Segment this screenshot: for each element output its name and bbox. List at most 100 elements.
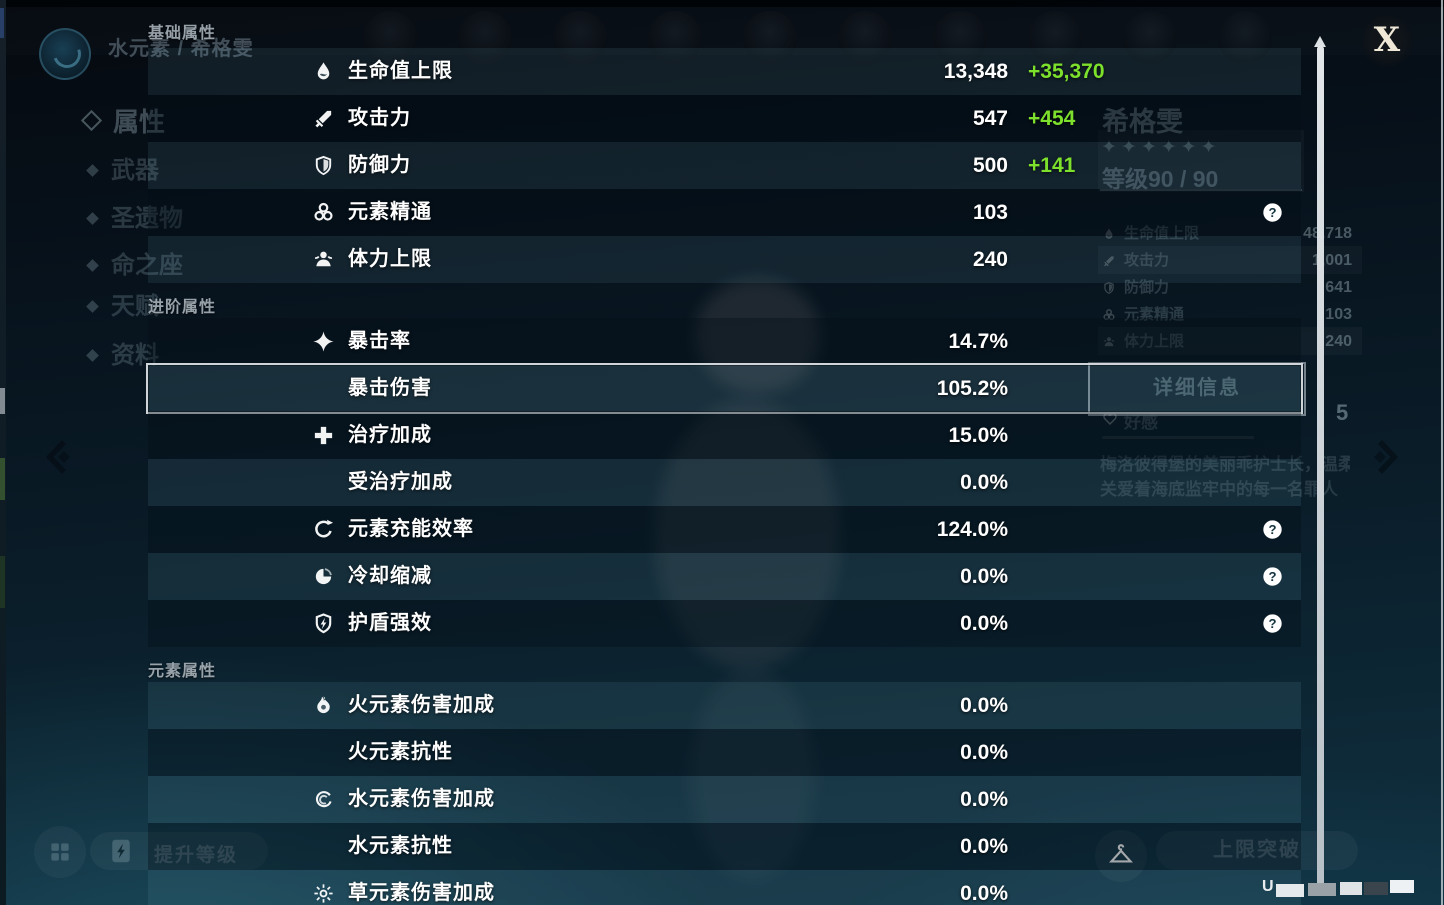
stat-row-max-hp[interactable]: 生命值上限 13,348 +35,370 <box>148 48 1301 95</box>
character-name: 希格雯 <box>1102 107 1183 137</box>
avatar <box>458 11 512 65</box>
def-icon <box>1102 281 1116 295</box>
previous-character-arrow[interactable] <box>42 436 74 478</box>
hp-icon <box>312 60 335 83</box>
scrollbar[interactable] <box>1317 46 1324 893</box>
help-icon[interactable] <box>1262 613 1283 634</box>
diamond-bullet-icon <box>86 164 99 177</box>
section-title-base-attributes: 基础属性 <box>148 25 217 42</box>
stat-row-crit-dmg[interactable]: 暴击伤害 105.2% <box>148 365 1301 412</box>
cd-reduction-icon <box>312 565 335 588</box>
sidebar-item-profile: 资料 <box>86 335 159 370</box>
world-edge-sliver <box>0 0 6 905</box>
chevron-right-icon <box>1370 436 1402 478</box>
avatar <box>933 11 987 65</box>
help-icon[interactable] <box>1262 202 1283 223</box>
character-art <box>695 278 820 393</box>
element-breadcrumb: 水元素 / 希格雯 <box>108 38 254 60</box>
bonus-value: +35,370 <box>1028 60 1105 83</box>
stat-row-max-stamina[interactable]: 体力上限 240 <box>148 236 1301 283</box>
bonus-value: +454 <box>1028 107 1076 130</box>
healing-bonus-icon <box>312 424 335 447</box>
divider <box>1100 189 1302 191</box>
stat-row-hydro-dmg-bonus[interactable]: 水元素伤害加成 0.0% <box>148 776 1301 823</box>
stat-row-cd-reduction[interactable]: 冷却缩减 0.0% <box>148 553 1301 600</box>
avatar <box>363 11 417 65</box>
hydro-element-icon <box>39 28 91 80</box>
level-up-label: 提升等级 <box>154 845 239 866</box>
dendro-icon <box>312 882 335 905</box>
character-description-line1: 梅洛彼得堡的美丽乖护士长，温柔地 <box>1100 455 1350 474</box>
stat-row-incoming-healing-bonus[interactable]: 受治疗加成 0.0% <box>148 459 1301 506</box>
avatar <box>838 11 892 65</box>
sidebar-item-talents: 天赋 <box>86 286 159 321</box>
stat-row-def[interactable]: 防御力 500 +141 <box>148 142 1301 189</box>
character-level: 等级90 / 90 <box>1102 166 1219 192</box>
detail-info-button: 详细信息 <box>1088 362 1306 416</box>
stat-row-atk[interactable]: 攻击力 547 +454 <box>148 95 1301 142</box>
ascend-button: 上限突破 <box>1156 831 1358 870</box>
stat-row-crit-rate[interactable]: 暴击率 14.7% <box>148 318 1301 365</box>
stat-row-hydro-res[interactable]: 水元素抗性 0.0% <box>148 823 1301 870</box>
avatar <box>1028 11 1082 65</box>
atk-icon <box>312 107 335 130</box>
character-art <box>690 670 815 880</box>
chevron-left-icon <box>42 436 74 478</box>
hydro-icon <box>312 788 335 811</box>
stat-row-pyro-dmg-bonus[interactable]: 火元素伤害加成 0.0% <box>148 682 1301 729</box>
stamina-icon <box>312 248 335 271</box>
close-button[interactable]: X <box>1361 15 1413 67</box>
uid-redacted: U <box>1262 876 1422 900</box>
grid-icon <box>47 839 73 865</box>
bg-stat-row: 防御力 641 <box>0 274 1444 301</box>
avatar <box>648 11 702 65</box>
level-up-button: 提升等级 <box>90 832 268 870</box>
avatar <box>1123 11 1177 65</box>
friendship-value: 5 <box>1336 400 1349 425</box>
outfit-button <box>1095 830 1147 882</box>
crit-rate-icon <box>312 330 335 353</box>
scrollbar-arrow[interactable] <box>1314 36 1326 47</box>
next-character-arrow[interactable] <box>1370 436 1402 478</box>
avatar <box>743 11 797 65</box>
sidebar-item-weapon: 武器 <box>86 150 159 185</box>
stat-row-dendro-dmg-bonus[interactable]: 草元素伤害加成 0.0% <box>148 870 1301 905</box>
ascend-label: 上限突破 <box>1213 839 1301 861</box>
stat-row-pyro-res[interactable]: 火元素抗性 0.0% <box>148 729 1301 776</box>
top-strip <box>0 0 1444 7</box>
divider <box>1102 436 1254 439</box>
avatar <box>553 11 607 65</box>
stat-row-elemental-mastery[interactable]: 元素精通 103 <box>148 189 1301 236</box>
diamond-bullet-icon <box>80 109 103 132</box>
section-title-advanced-attributes: 进阶属性 <box>148 299 217 316</box>
pyro-icon <box>312 694 335 717</box>
bonus-value: +141 <box>1028 154 1076 177</box>
stat-row-healing-bonus[interactable]: 治疗加成 15.0% <box>148 412 1301 459</box>
sidebar-item-constellation: 命之座 <box>86 245 183 280</box>
elemental-mastery-icon <box>312 201 335 224</box>
friendship-label: 好感 <box>1124 413 1158 432</box>
shield-strength-icon <box>312 612 335 635</box>
def-icon <box>312 154 335 177</box>
character-art <box>655 400 840 670</box>
stat-row-shield-strength[interactable]: 护盾强效 0.0% <box>148 600 1301 647</box>
character-description-line2: 关爱着海底监牢中的每一名罪人 <box>1100 480 1338 499</box>
close-icon: X <box>1373 20 1401 60</box>
section-title-elemental-properties: 元素属性 <box>148 663 217 680</box>
screen-edge-line <box>1441 0 1443 905</box>
bg-stat-row: 元素精通 103 <box>0 301 1444 328</box>
help-icon[interactable] <box>1262 566 1283 587</box>
avatar <box>1218 11 1272 65</box>
stat-row-energy-recharge[interactable]: 元素充能效率 124.0% <box>148 506 1301 553</box>
sidebar-item-artifacts: 圣遗物 <box>86 198 183 233</box>
energy-recharge-icon <box>312 518 335 541</box>
sidebar-item-attributes: 属性 <box>80 102 165 139</box>
bg-stat-row: 体力上限 240 <box>0 328 1444 355</box>
bg-stat-row: 生命值上限 48,718 <box>0 220 1444 247</box>
card-bolt-icon <box>106 836 136 866</box>
rarity-stars: ✦✦✦✦✦✦ <box>1101 137 1221 158</box>
help-icon[interactable] <box>1262 519 1283 540</box>
hydro-swirl-icon <box>48 35 86 73</box>
party-setup-button <box>34 826 86 878</box>
